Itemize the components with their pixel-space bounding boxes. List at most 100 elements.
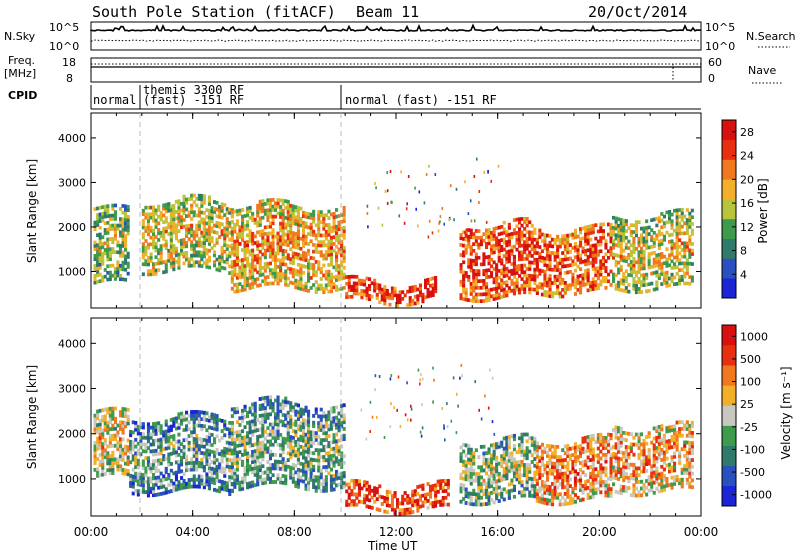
echo-cell: [296, 410, 300, 415]
echo-cell: [571, 282, 575, 287]
echo-cell: [312, 475, 316, 479]
echo-cell: [563, 257, 567, 262]
y-tick-label: 3000: [58, 176, 86, 189]
echo-cell: [668, 276, 672, 281]
echo-cell: [159, 441, 163, 445]
echo-cell: [495, 496, 499, 501]
echo-cell: [568, 283, 572, 288]
echo-cell: [299, 414, 303, 419]
echo-cell: [436, 479, 440, 484]
echo-cell: [324, 475, 328, 479]
echo-cell: [108, 417, 112, 421]
echo-cell: [500, 495, 504, 499]
echo-cell: [472, 235, 476, 240]
echo-cell: [502, 270, 506, 275]
echo-cell: [96, 253, 100, 257]
echo-cell: [96, 409, 100, 414]
echo-cell: [126, 261, 130, 266]
echo-cell: [416, 294, 420, 298]
echo-cell: [230, 461, 234, 466]
echo-cell: [327, 434, 331, 438]
echo-cell: [535, 482, 539, 486]
echo-cell: [235, 276, 239, 280]
echo-cell: [660, 242, 664, 246]
echo-cell: [614, 220, 618, 224]
echo-cell: [546, 471, 550, 475]
echo-cell: [533, 463, 537, 468]
echo-cell: [675, 282, 679, 286]
echo-cell: [612, 245, 616, 250]
echo-cell: [599, 226, 603, 230]
echo-cell: [485, 485, 489, 489]
echo-cell: [144, 245, 148, 250]
echo-cell: [284, 249, 288, 254]
echo-cell: [149, 442, 153, 447]
echo-cell: [548, 277, 552, 282]
echo-cell: [261, 413, 265, 418]
echo-cell: [233, 223, 237, 227]
echo-cell: [525, 240, 529, 244]
echo-cell: [294, 205, 298, 209]
echo-cell: [530, 277, 534, 282]
echo-cell: [207, 469, 211, 474]
echo-cell: [218, 462, 222, 467]
echo-cell: [213, 467, 217, 472]
echo-cell: [113, 416, 117, 421]
echo-cell: [210, 219, 214, 224]
echo-cell: [134, 471, 138, 476]
echo-cell: [548, 267, 552, 272]
echo-cell: [233, 266, 237, 271]
echo-cell: [319, 468, 323, 473]
echo-cell: [487, 474, 491, 479]
echo-cell: [462, 486, 466, 491]
echo-cell: [152, 486, 156, 491]
echo-cell: [500, 268, 504, 273]
echo-cell: [251, 275, 255, 279]
echo-cell: [218, 418, 222, 422]
echo-cell: [619, 281, 623, 286]
echo-cell: [512, 244, 516, 249]
echo-cell: [317, 240, 321, 244]
echo-cell: [329, 225, 333, 230]
echo-cell: [108, 444, 112, 448]
echo-cell: [502, 264, 506, 268]
echo-cell: [477, 482, 481, 487]
noise-sky-series: [90, 23, 702, 32]
echo-cell: [96, 436, 100, 441]
echo-cell: [688, 221, 692, 226]
echo-cell: [619, 221, 623, 226]
echo-cell: [197, 464, 201, 469]
echo-cell: [619, 248, 623, 252]
echo-cell: [472, 285, 476, 290]
echo-cell: [474, 239, 478, 243]
echo-cell: [530, 254, 534, 258]
echo-cell: [340, 273, 344, 278]
echo-cell: [329, 474, 333, 479]
echo-cell: [561, 448, 565, 452]
echo-cell: [591, 287, 595, 291]
echo-cell: [512, 271, 516, 276]
echo-cell: [650, 238, 654, 242]
echo-cell: [497, 292, 501, 297]
echo-cell: [241, 453, 245, 457]
echo-cell: [360, 295, 364, 300]
echo-cell: [281, 463, 285, 468]
echo-cell: [678, 224, 682, 229]
echo-cell: [225, 223, 229, 228]
echo-cell: [507, 226, 511, 230]
echo-cell: [329, 406, 333, 411]
echo-cell: [566, 491, 570, 496]
echo-cell: [205, 472, 209, 477]
echo-cell: [157, 468, 161, 473]
echo-cell: [642, 276, 646, 281]
echo-cell: [182, 445, 186, 449]
echo-cell: [263, 262, 267, 266]
echo-cell: [640, 260, 644, 264]
echo-cell: [540, 486, 544, 491]
echo-cell: [210, 443, 214, 447]
echo-cell: [98, 252, 102, 257]
echo-cell: [284, 417, 288, 421]
echo-cell: [586, 235, 590, 239]
echo-cell: [309, 444, 313, 448]
echo-cell: [558, 468, 562, 473]
